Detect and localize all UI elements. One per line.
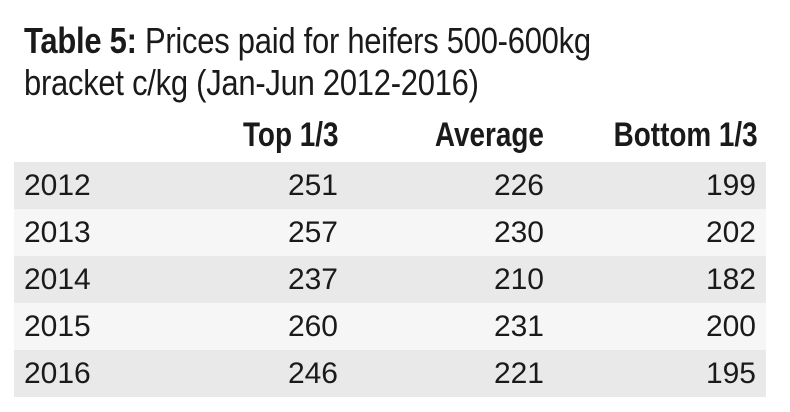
bottom-cell: 200 bbox=[705, 310, 756, 343]
year-cell: 2014 bbox=[24, 263, 91, 296]
price-table: 2012 251 226 199 2013 257 230 202 2014 2… bbox=[14, 162, 766, 397]
bottom-cell: 202 bbox=[705, 216, 756, 249]
bottom-cell: 195 bbox=[705, 357, 756, 390]
bottom-cell: 182 bbox=[705, 263, 756, 296]
top-cell: 260 bbox=[287, 310, 338, 343]
table-row: 2013 257 230 202 bbox=[14, 209, 766, 256]
table-row: 2016 246 221 195 bbox=[14, 350, 766, 397]
year-cell: 2016 bbox=[24, 357, 91, 390]
bottom-cell: 199 bbox=[705, 169, 756, 202]
average-cell: 231 bbox=[493, 310, 544, 343]
table-title: Table 5: Prices paid for heifers 500-600… bbox=[24, 20, 660, 104]
top-cell: 257 bbox=[287, 216, 338, 249]
top-cell: 237 bbox=[287, 263, 338, 296]
average-cell: 230 bbox=[493, 216, 544, 249]
table-number: Table 5: bbox=[24, 20, 137, 61]
table-header: Top 1/3 Average Bottom 1/3 bbox=[14, 112, 766, 158]
average-cell: 221 bbox=[493, 357, 544, 390]
top-cell: 251 bbox=[287, 169, 338, 202]
year-cell: 2015 bbox=[24, 310, 91, 343]
col-header-bottom-third: Bottom 1/3 bbox=[613, 116, 758, 154]
average-cell: 226 bbox=[493, 169, 544, 202]
table-caption: Prices paid for heifers 500-600kg bracke… bbox=[24, 20, 591, 103]
col-header-top-third: Top 1/3 bbox=[242, 116, 338, 154]
table-row: 2012 251 226 199 bbox=[14, 162, 766, 209]
year-cell: 2013 bbox=[24, 216, 91, 249]
average-cell: 210 bbox=[493, 263, 544, 296]
table-row: 2014 237 210 182 bbox=[14, 256, 766, 303]
year-cell: 2012 bbox=[24, 169, 91, 202]
top-cell: 246 bbox=[287, 357, 338, 390]
table-row: 2015 260 231 200 bbox=[14, 303, 766, 350]
col-header-average: Average bbox=[434, 116, 544, 154]
